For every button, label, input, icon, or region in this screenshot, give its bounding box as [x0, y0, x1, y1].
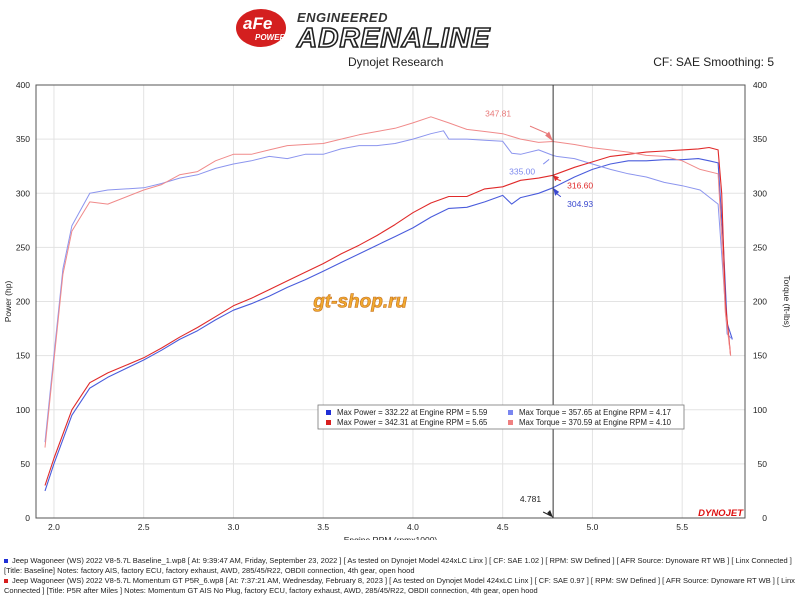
callout-value-momentum_power: 316.60	[567, 180, 593, 190]
rpm-cursor-arrowhead	[547, 510, 554, 518]
run-color-bullet	[4, 559, 8, 564]
callout-arrowhead	[553, 187, 560, 196]
legend-swatch	[508, 410, 513, 415]
y-right-tick-label: 150	[753, 351, 767, 361]
y-left-tick-label: 400	[16, 80, 30, 90]
run-info-line: Jeep Wagoneer (WS) 2022 V8-5.7L Momentum…	[4, 576, 796, 595]
y-right-tick-label: 100	[753, 405, 767, 415]
legend-entry: Max Torque = 370.59 at Engine RPM = 4.10	[519, 418, 672, 427]
rpm-cursor-value: 4.781	[520, 494, 542, 504]
y-right-tick-label: 400	[753, 80, 767, 90]
x-tick-label: 4.5	[497, 522, 509, 532]
x-tick-label: 2.5	[138, 522, 150, 532]
callout-leader	[556, 178, 562, 182]
y-right-tick-label: 50	[758, 459, 768, 469]
series-line-momentum_power	[44, 146, 732, 486]
y-right-axis-label: Torque (ft-lbs)	[782, 275, 792, 328]
dyno-chart: 0 0 50 50 100 100 150 150 200 200 250 250 300 300 350 3…	[3, 80, 792, 540]
watermark-logo: gt-shop.ru	[312, 292, 407, 313]
legend-entry: Max Power = 342.31 at Engine RPM = 5.65	[337, 418, 488, 427]
afe-badge-sub: POWER	[255, 33, 285, 42]
y-left-tick-label: 350	[16, 134, 30, 144]
y-left-axis-label: Power (hp)	[3, 281, 13, 323]
y-right-tick-label: 200	[753, 297, 767, 307]
x-tick-label: 5.5	[676, 522, 688, 532]
callout-value-baseline_power: 304.93	[567, 199, 593, 209]
x-tick-label: 5.0	[587, 522, 599, 532]
run-info-text: Jeep Wagoneer (WS) 2022 V8-5.7L Baseline…	[4, 556, 792, 575]
x-tick-label: 3.5	[317, 522, 329, 532]
header-cf-smoothing: CF: SAE Smoothing: 5	[653, 55, 774, 69]
y-left-tick-label: 150	[16, 351, 30, 361]
legend-swatch	[326, 410, 331, 415]
callout-arrowhead	[545, 131, 554, 142]
x-tick-label: 2.0	[48, 522, 60, 532]
x-tick-label: 4.0	[407, 522, 419, 532]
legend-box	[317, 404, 685, 430]
run-info-line: Jeep Wagoneer (WS) 2022 V8-5.7L Baseline…	[4, 556, 796, 575]
header-title: Dynojet Research	[348, 55, 444, 69]
afe-badge	[236, 9, 286, 47]
x-axis-label: Engine RPM (rpmx1000)	[344, 535, 438, 540]
callout-leader	[542, 158, 550, 165]
plot-frame	[35, 84, 746, 519]
afe-adrenaline-logo: aFe POWER ENGINEERED ADRENALINE	[236, 9, 491, 50]
y-right-tick-label: 0	[762, 513, 767, 523]
dynojet-logo: DYNOJET	[698, 508, 744, 519]
y-left-tick-label: 250	[16, 242, 30, 252]
legend-swatch	[326, 420, 331, 425]
brand-tagline: ENGINEERED	[297, 10, 388, 25]
y-left-tick-label: 50	[21, 459, 31, 469]
afe-badge-text: aFe	[243, 14, 272, 33]
brand-name: ADRENALINE	[296, 22, 491, 50]
callout-value-baseline_torque: 335.00	[509, 166, 535, 176]
x-tick-label: 3.0	[228, 522, 240, 532]
rpm-cursor-arrow	[542, 511, 552, 517]
y-left-tick-label: 0	[25, 513, 30, 523]
run-color-bullet	[4, 579, 8, 584]
y-left-tick-label: 100	[16, 405, 30, 415]
callout-leader	[556, 193, 562, 198]
callout-leader	[529, 125, 548, 134]
callout-arrowhead	[553, 175, 560, 182]
y-left-tick-label: 300	[16, 188, 30, 198]
legend-entry: Max Torque = 357.65 at Engine RPM = 4.17	[519, 408, 671, 417]
run-info-text: Jeep Wagoneer (WS) 2022 V8-5.7L Momentum…	[4, 576, 795, 595]
y-right-tick-label: 250	[753, 242, 767, 252]
y-right-tick-label: 300	[753, 188, 767, 198]
y-right-tick-label: 350	[753, 134, 767, 144]
series-line-momentum_torque	[44, 116, 732, 448]
y-left-tick-label: 200	[16, 297, 30, 307]
legend-swatch	[508, 420, 513, 425]
series-line-baseline_power	[44, 158, 733, 492]
callout-value-momentum_torque: 347.81	[485, 109, 511, 119]
legend-entry: Max Power = 332.22 at Engine RPM = 5.59	[337, 408, 487, 417]
